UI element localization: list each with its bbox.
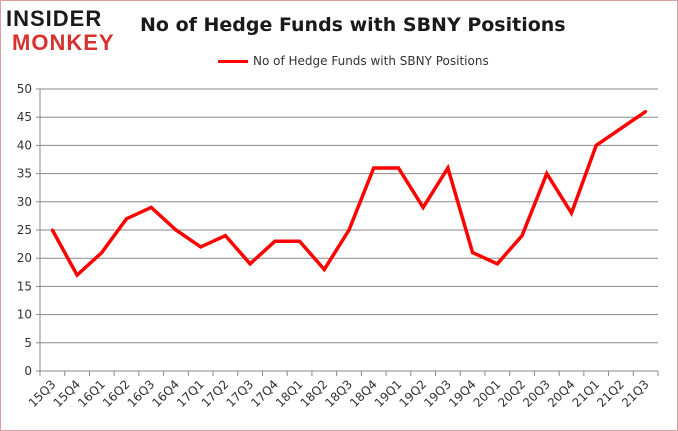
logo-line1: INSIDER <box>6 6 103 31</box>
data-point <box>100 251 104 255</box>
y-tick-label: 25 <box>17 223 32 237</box>
x-tick-label: 21Q2 <box>594 377 627 410</box>
y-tick-label: 35 <box>17 167 32 181</box>
data-point <box>223 234 227 238</box>
x-tick-label: 16Q4 <box>149 377 182 410</box>
x-tick-label: 17Q2 <box>199 377 232 410</box>
data-point <box>396 166 400 170</box>
data-point <box>149 205 153 209</box>
data-point <box>75 273 79 277</box>
insider-monkey-logo: INSIDER MONKEY <box>6 6 126 55</box>
x-tick-label: 15Q3 <box>26 377 59 410</box>
logo-line2: MONKEY <box>12 30 115 55</box>
x-tick-label: 16Q1 <box>75 377 108 410</box>
y-tick-label: 5 <box>24 336 32 350</box>
x-tick-label: 18Q1 <box>273 377 306 410</box>
legend: No of Hedge Funds with SBNY Positions <box>218 54 489 68</box>
y-tick-label: 50 <box>17 82 32 96</box>
data-point <box>495 262 499 266</box>
x-tick-label: 19Q2 <box>397 377 430 410</box>
data-point <box>569 211 573 215</box>
x-tick-label: 17Q1 <box>174 377 207 410</box>
x-tick-label: 15Q4 <box>50 377 83 410</box>
y-tick-label: 45 <box>17 110 32 124</box>
x-tick-label: 16Q2 <box>100 377 133 410</box>
y-tick-label: 15 <box>17 279 32 293</box>
data-point <box>644 110 648 114</box>
x-tick-label: 20Q1 <box>471 377 504 410</box>
data-point <box>125 217 129 221</box>
x-tick-label: 20Q4 <box>545 377 578 410</box>
y-tick-label: 0 <box>24 364 32 378</box>
x-tick-label: 18Q2 <box>298 377 331 410</box>
data-point <box>273 239 277 243</box>
data-point <box>619 126 623 130</box>
data-point <box>298 239 302 243</box>
data-point <box>199 245 203 249</box>
legend-swatch <box>218 59 248 63</box>
data-point <box>594 143 598 147</box>
data-point <box>520 234 524 238</box>
data-point <box>50 228 54 232</box>
data-point <box>372 166 376 170</box>
x-tick-label: 18Q4 <box>347 377 380 410</box>
x-tick-label: 17Q3 <box>223 377 256 410</box>
chart-title: No of Hedge Funds with SBNY Positions <box>140 14 566 36</box>
data-point <box>322 267 326 271</box>
x-tick-label: 17Q4 <box>248 377 281 410</box>
y-tick-label: 30 <box>17 195 32 209</box>
y-tick-label: 10 <box>17 308 32 322</box>
x-tick-label: 21Q1 <box>570 377 603 410</box>
x-tick-label: 19Q3 <box>421 377 454 410</box>
data-point <box>421 205 425 209</box>
series-line <box>50 110 647 278</box>
x-tick-label: 21Q3 <box>619 377 652 410</box>
data-point <box>545 172 549 176</box>
data-point <box>446 166 450 170</box>
data-point <box>174 228 178 232</box>
x-tick-label: 19Q1 <box>372 377 405 410</box>
x-tick-label: 20Q3 <box>520 377 553 410</box>
x-tick-label: 19Q4 <box>446 377 479 410</box>
x-tick-label: 18Q3 <box>322 377 355 410</box>
x-tick-label: 16Q3 <box>125 377 158 410</box>
data-point <box>248 262 252 266</box>
data-point <box>471 251 475 255</box>
x-tick-label: 20Q2 <box>495 377 528 410</box>
y-tick-label: 40 <box>17 138 32 152</box>
data-point <box>347 228 351 232</box>
y-tick-label: 20 <box>17 251 32 265</box>
legend-label: No of Hedge Funds with SBNY Positions <box>253 54 489 68</box>
